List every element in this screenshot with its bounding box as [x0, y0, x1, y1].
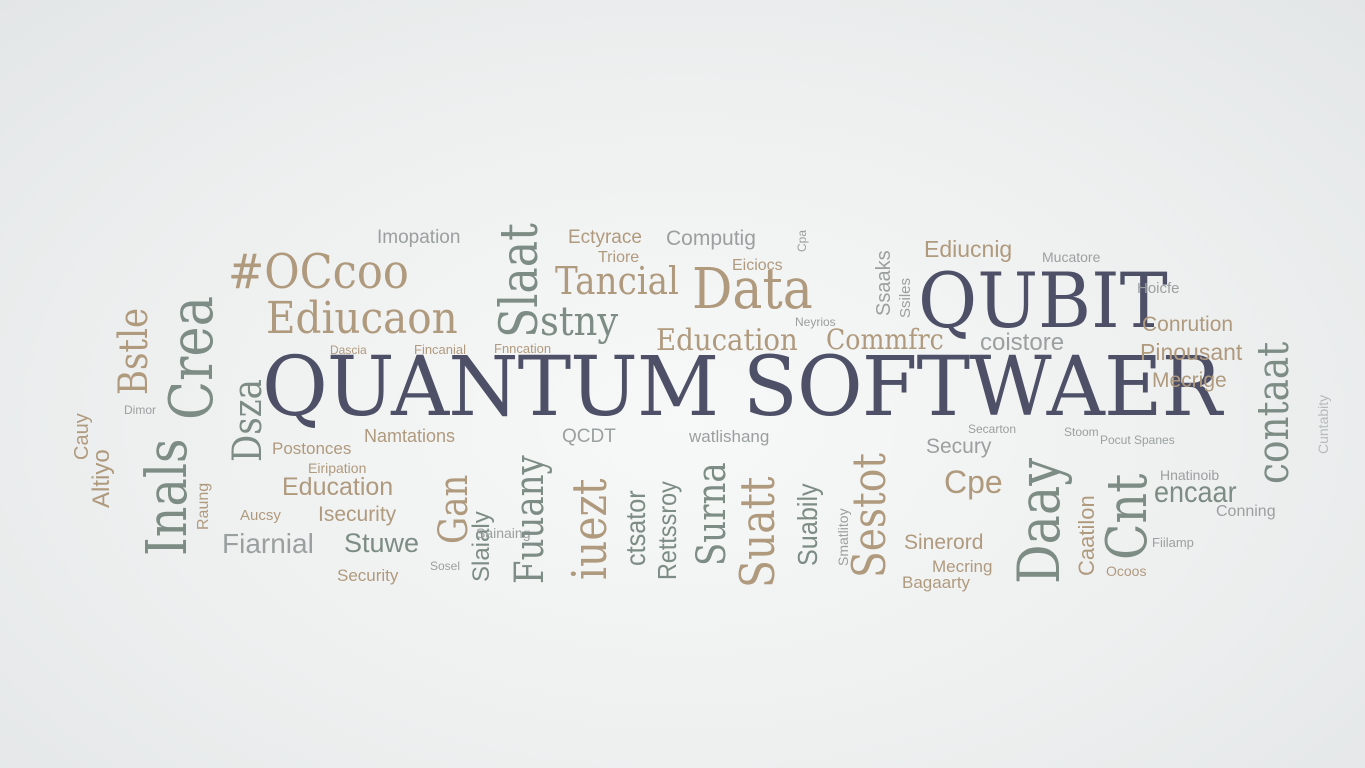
word-suatt: Suatt	[730, 476, 786, 588]
word-ssaaks: Ssaaks	[873, 250, 895, 316]
word-triore: Triore	[598, 249, 640, 266]
word-stny: stny	[540, 299, 619, 345]
word-iuezt: iuezt	[562, 478, 618, 580]
word-fnncation: Fnncation	[494, 341, 552, 356]
word-sosel: Sosel	[430, 559, 461, 573]
word-mecrige: Mecrige	[1152, 369, 1227, 392]
word-education2: Education	[656, 323, 798, 358]
word-data: Data	[692, 257, 813, 322]
word-raung: Raung	[195, 482, 212, 530]
word-computing: Computig	[666, 227, 756, 250]
word-fincanial: Fincanial	[414, 342, 467, 357]
word-hnatinoib: Hnatinoib	[1160, 467, 1220, 483]
word-aucsy: Aucsy	[240, 507, 281, 524]
word-eduacon: Ediucaon	[266, 293, 458, 344]
word-conrution: Conrution	[1142, 313, 1234, 336]
word-dascia: Dascia	[330, 343, 367, 357]
headline-word: QUANTUM SOFTWAER	[262, 340, 1222, 435]
word-imopation: Imopation	[377, 227, 461, 248]
word-ctsator: ctsator	[620, 490, 651, 566]
word-altiyo: Altiyo	[88, 449, 115, 508]
word-fiilamp: Fiilamp	[1152, 535, 1194, 550]
word-dsza: Dsza	[225, 379, 271, 462]
word-slaialy: Slaialy	[468, 511, 495, 582]
word-caatilon: Caatilon	[1074, 495, 1099, 576]
word-sinerord: Sinerord	[904, 531, 984, 554]
word-security-low: Security	[337, 566, 399, 585]
word-sestot: Sestot	[842, 453, 896, 578]
word-stoom: Stoom	[1064, 425, 1099, 439]
word-cauy: Cauy	[71, 413, 93, 460]
word-slaat: Slaat	[490, 223, 550, 338]
word-dimor: Dimor	[124, 403, 156, 417]
word-inals: Inals	[135, 438, 200, 556]
word-cpa: Cpa	[795, 229, 809, 252]
word-fiarnial: Fiarnial	[222, 528, 314, 559]
word-cuntabity: Cuntabity	[1315, 394, 1331, 454]
word-nswipes: Neyrios	[795, 315, 836, 329]
qubit-word: QUBIT	[918, 256, 1168, 345]
word-contaat: contaat	[1248, 341, 1299, 484]
word-bstle: Bstle	[111, 307, 157, 395]
word-cpe: Cpe	[944, 464, 1003, 500]
word-qcdt: QCDT	[562, 426, 616, 447]
word-encaar: encaar	[1154, 476, 1237, 509]
word-isecurity: Isecurity	[318, 503, 397, 526]
word-rettssroy: Rettssroy	[652, 481, 682, 580]
word-conning: Conning	[1216, 503, 1276, 520]
word-surna: Surna	[689, 462, 735, 566]
word-nsatations: Namtations	[364, 426, 456, 446]
word-secury2: Secury	[926, 435, 992, 458]
word-crea: Crea	[157, 296, 227, 420]
word-pinousant: Pinousant	[1140, 339, 1243, 365]
word-ediucnig: Ediucnig	[924, 236, 1013, 262]
word-suabily: Suabily	[792, 483, 823, 566]
word-secarton: Secarton	[968, 422, 1017, 436]
word-eiciocs: Eiciocs	[732, 257, 783, 274]
word-bagaarty: Bagaarty	[902, 573, 971, 592]
word-spanes: Spanes	[1134, 433, 1175, 447]
word-dady: Daay	[1005, 457, 1073, 584]
word-sstgles: Ssiles	[897, 277, 914, 318]
word-fuuany: Fuuany	[507, 455, 553, 584]
word-mecring: Mecring	[932, 557, 993, 576]
word-unifactions: Eiripation	[308, 460, 367, 476]
word-watlishang: watlishang	[689, 427, 770, 446]
word-mucatore: Mucatore	[1042, 249, 1101, 265]
word-ectyrace: Ectyrace	[568, 227, 642, 248]
word-ocoos: Ocoos	[1106, 563, 1147, 579]
word-postonces: Postonces	[272, 439, 352, 458]
word-oc: #OCcoo	[228, 244, 409, 300]
word-commfrc: Commfrc	[826, 323, 944, 356]
word-sainaing: Sainaing	[476, 525, 531, 541]
word-hoicfe: Hoicfe	[1137, 280, 1180, 297]
word-stuwe: Stuwe	[344, 528, 420, 558]
word-pocut: Pocut	[1100, 433, 1131, 447]
word-tancial: Tancial	[555, 259, 680, 303]
word-education3: Education	[282, 473, 394, 501]
word-cnt: Cnt	[1095, 473, 1160, 560]
word-costure: coistore	[980, 329, 1065, 356]
